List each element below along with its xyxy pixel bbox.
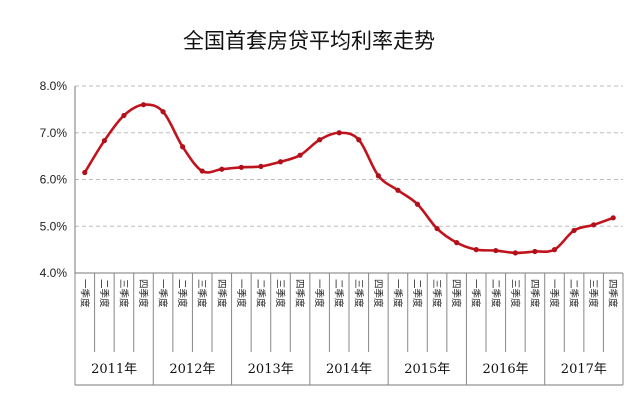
year-label: 2016年 <box>483 362 529 377</box>
data-point <box>610 215 616 221</box>
x-tick-label: 四季度 <box>137 279 149 308</box>
x-tick-label: 三季度 <box>352 279 364 308</box>
x-tick-label: 二季度 <box>333 279 345 308</box>
data-point <box>395 187 401 193</box>
year-label: 2011年 <box>91 362 137 377</box>
data-point <box>297 152 303 158</box>
x-tick-label: 二季度 <box>98 279 110 308</box>
x-tick-label: 三季度 <box>509 279 521 308</box>
x-tick-label: 二季度 <box>489 279 501 308</box>
data-point <box>454 240 460 246</box>
series-layer <box>82 102 616 256</box>
y-tick-label: 5.0% <box>40 219 68 233</box>
y-tick-label: 7.0% <box>40 126 68 140</box>
year-label: 2013年 <box>248 362 294 377</box>
x-axis: 一季度 二季度 三季度 四季度 一季度 二季度 三季度 四季度 一季度 二季度 三季度 四季度 一季度二… <box>74 86 624 386</box>
x-tick-label: 一季度 <box>548 279 560 308</box>
year-label: 2012年 <box>169 362 215 377</box>
data-point <box>82 169 88 176</box>
x-tick-label: 二季度 <box>568 279 580 308</box>
x-tick-label: 二季度 <box>254 279 266 308</box>
x-tick-label: 一季度 <box>235 279 247 308</box>
data-point <box>591 222 597 228</box>
y-tick-label: 4.0% <box>40 266 68 280</box>
x-tick-label: 一季度 <box>470 279 482 308</box>
x-tick-label: 一季度 <box>157 279 169 308</box>
y-axis-ticks: 4.0% 5.0% 6.0% 7.0% 8.0% <box>40 79 68 280</box>
data-point <box>356 137 362 143</box>
data-point <box>101 138 107 144</box>
data-point <box>414 201 421 207</box>
series-line <box>83 103 615 255</box>
data-point <box>551 247 558 253</box>
x-tick-label: 四季度 <box>294 279 306 308</box>
x-tick-label: 三季度 <box>274 279 286 308</box>
x-tick-label: 二季度 <box>176 279 188 308</box>
data-point <box>336 130 342 136</box>
x-tick-label: 四季度 <box>215 279 227 308</box>
x-tick-label: 二季度 <box>411 279 423 308</box>
data-point <box>512 250 518 256</box>
x-tick-label: 三季度 <box>196 279 208 308</box>
year-label: 2017年 <box>561 362 607 377</box>
x-tick-label: 一季度 <box>78 279 90 308</box>
x-tick-label: 三季度 <box>117 279 129 308</box>
data-point <box>317 137 323 143</box>
chart-title: 全国首套房贷平均利率走势 <box>183 29 435 53</box>
x-tick-label: 一季度 <box>313 279 325 308</box>
data-point <box>434 225 440 232</box>
data-point <box>258 163 264 170</box>
x-tick-label: 四季度 <box>372 279 384 308</box>
data-point <box>473 247 479 253</box>
year-label: 2015年 <box>404 362 450 377</box>
y-tick-label: 6.0% <box>40 173 68 187</box>
data-point <box>571 227 577 234</box>
x-tick-label: 四季度 <box>528 279 540 308</box>
data-point <box>160 109 166 115</box>
data-point <box>277 159 284 165</box>
x-tick-label: 四季度 <box>607 279 619 308</box>
data-point <box>121 112 127 119</box>
data-point <box>493 247 499 254</box>
data-point <box>140 102 147 108</box>
data-point <box>238 164 244 170</box>
data-point <box>219 166 225 172</box>
year-label: 2014年 <box>326 362 372 377</box>
x-tick-label: 三季度 <box>587 279 599 308</box>
data-point <box>180 144 186 150</box>
x-tick-label: 三季度 <box>431 279 443 308</box>
x-tick-label: 一季度 <box>391 279 403 308</box>
data-point <box>199 168 205 174</box>
data-point <box>532 248 538 255</box>
y-tick-label: 8.0% <box>40 79 68 93</box>
data-point <box>375 173 381 179</box>
x-tick-label: 四季度 <box>450 279 462 308</box>
